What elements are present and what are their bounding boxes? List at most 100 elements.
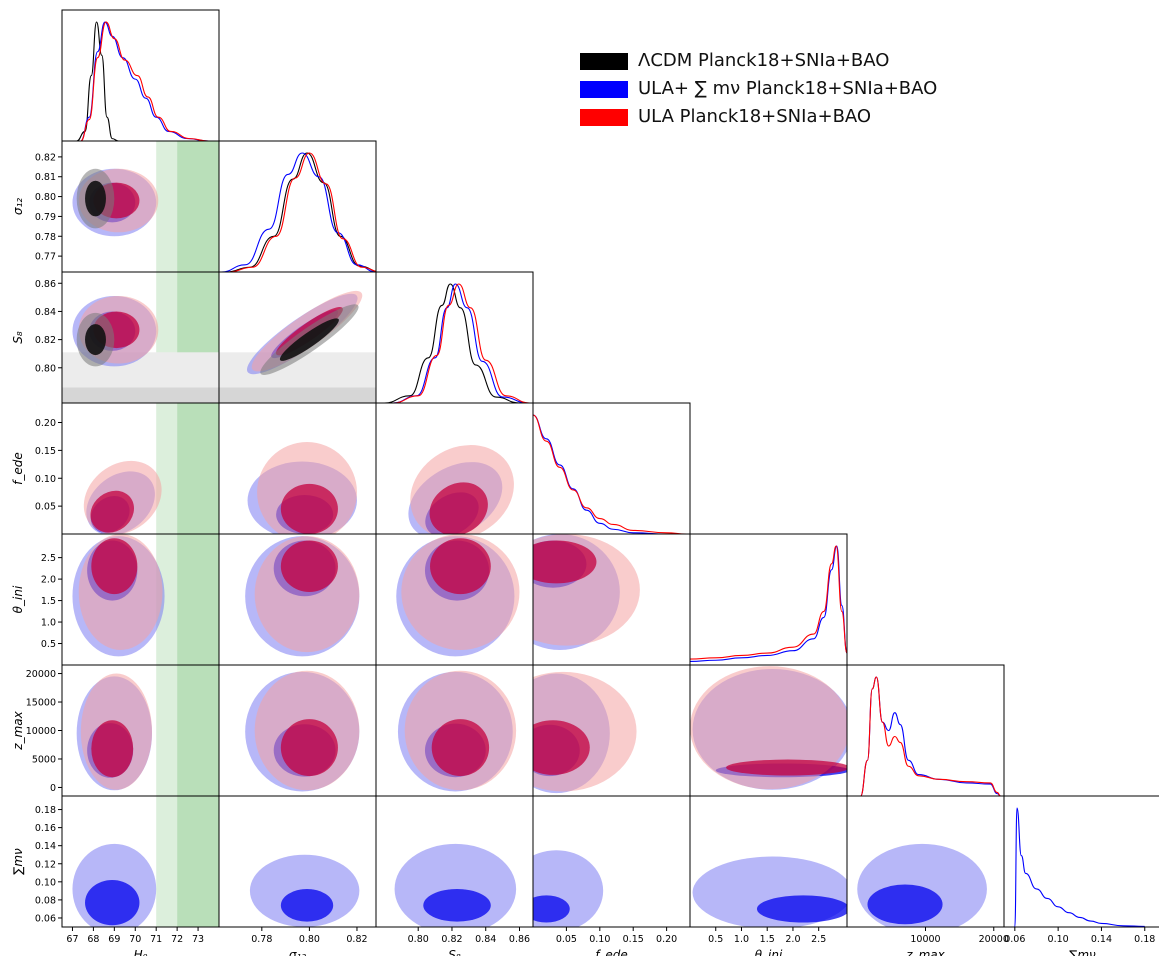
xtick-label-sigma12-1: 0.80 bbox=[299, 934, 320, 945]
xtick-label-zmax-1: 20000 bbox=[979, 934, 1009, 945]
xtick-label-theta_ini-3: 2.0 bbox=[785, 934, 800, 945]
h0-band-0-row-sum_mnu bbox=[156, 796, 178, 927]
contour-ula-inner-sigma12-zmax bbox=[280, 719, 338, 777]
ytick-label-sum_mnu-4: 0.14 bbox=[35, 841, 56, 852]
axis-label-theta_ini: θ_ini bbox=[755, 948, 783, 956]
panel-sum_mnu-sum_mnu bbox=[1004, 796, 1159, 927]
marginal-ula-mnu-sum_mnu bbox=[1014, 807, 1145, 927]
marginal-fede bbox=[533, 414, 687, 534]
ytick-label-S8-0: 0.80 bbox=[35, 363, 56, 374]
contours-H0-zmax bbox=[76, 673, 153, 791]
xtick-label-H0-1: 68 bbox=[87, 934, 99, 945]
ytick-label-theta_ini-1: 1.0 bbox=[41, 618, 56, 629]
legend-swatch-lcdm bbox=[580, 53, 628, 70]
legend-label-lcdm: ΛCDM Planck18+SNIa+BAO bbox=[638, 50, 890, 71]
xtick-label-fede-1: 0.10 bbox=[589, 934, 610, 945]
xtick-label-H0-3: 70 bbox=[129, 934, 141, 945]
xtick-label-fede-0: 0.05 bbox=[556, 934, 577, 945]
contours-theta_ini-sum_mnu bbox=[692, 856, 847, 927]
marginal-ula-sigma12 bbox=[228, 152, 376, 272]
marginal-ula-H0 bbox=[80, 21, 209, 141]
contour-ula-inner-S8-fede bbox=[429, 482, 488, 534]
contours-sigma12-zmax bbox=[245, 670, 360, 792]
contour-ula-mnu-inner-theta_ini-sum_mnu bbox=[756, 895, 847, 923]
contours-sigma12-theta_ini bbox=[245, 536, 360, 657]
ytick-label-sum_mnu-6: 0.18 bbox=[35, 805, 56, 816]
xtick-label-H0-2: 69 bbox=[108, 934, 120, 945]
marginal-sigma12 bbox=[221, 152, 376, 272]
ytick-label-theta_ini-0: 0.5 bbox=[41, 639, 56, 650]
xtick-label-S8-1: 0.82 bbox=[441, 934, 462, 945]
ytick-label-fede-1: 0.10 bbox=[35, 474, 56, 485]
ytick-label-sigma12-5: 0.82 bbox=[35, 152, 56, 163]
contours-sigma12-fede bbox=[247, 442, 357, 534]
marginal-ula-fede bbox=[533, 414, 687, 534]
xtick-label-H0-6: 73 bbox=[192, 934, 204, 945]
axis-label-S8: S₈ bbox=[448, 948, 461, 956]
marginal-sum_mnu bbox=[1014, 807, 1145, 927]
h0-band-0-row-fede bbox=[156, 403, 178, 534]
contours-sigma12-sum_mnu bbox=[249, 854, 360, 927]
marginal-ula-mnu-sigma12 bbox=[221, 152, 376, 272]
xtick-label-sigma12-0: 0.78 bbox=[251, 934, 272, 945]
h0-band-1-row-sum_mnu bbox=[177, 796, 219, 927]
marginal-lcdm-sigma12 bbox=[226, 152, 376, 272]
ytick-label-zmax-1: 5000 bbox=[32, 754, 56, 765]
ytick-label-sum_mnu-1: 0.08 bbox=[35, 895, 56, 906]
h0-band-1-row-sigma12 bbox=[177, 141, 219, 272]
contour-ula-inner-theta_ini-zmax bbox=[726, 759, 847, 776]
contours-S8-fede bbox=[408, 445, 514, 534]
ytick-label-sum_mnu-2: 0.10 bbox=[35, 877, 56, 888]
xtick-label-S8-2: 0.84 bbox=[475, 934, 496, 945]
xtick-label-H0-5: 72 bbox=[171, 934, 183, 945]
xtick-label-sum_mnu-3: 0.18 bbox=[1134, 934, 1155, 945]
ytick-label-sigma12-0: 0.77 bbox=[35, 252, 56, 263]
marginal-ula-S8 bbox=[392, 283, 530, 403]
ytick-label-fede-2: 0.15 bbox=[35, 446, 56, 457]
contour-lcdm-inner-H0-S8 bbox=[85, 324, 106, 356]
ytick-label-sigma12-2: 0.79 bbox=[35, 212, 56, 223]
ytick-label-sigma12-4: 0.81 bbox=[35, 172, 56, 183]
axis-label-fede: f_ede bbox=[595, 948, 628, 956]
legend-swatch-ula bbox=[580, 109, 628, 126]
ytick-label-S8-1: 0.82 bbox=[35, 335, 56, 346]
axis-label-H0: H₀ bbox=[134, 948, 148, 956]
xtick-label-sum_mnu-0: 0.06 bbox=[1004, 934, 1025, 945]
y-axis-label-zmax: z_max bbox=[11, 710, 25, 750]
contour-ula-inner-H0-fede bbox=[90, 490, 135, 533]
xtick-label-sum_mnu-1: 0.10 bbox=[1048, 934, 1069, 945]
contours-theta_ini-zmax bbox=[690, 666, 847, 790]
contour-ula-mnu-inner-fede-sum_mnu bbox=[533, 895, 570, 923]
ytick-label-sum_mnu-5: 0.16 bbox=[35, 823, 56, 834]
axis-label-sum_mnu: ∑mν bbox=[1069, 948, 1096, 956]
contours-S8-theta_ini bbox=[396, 534, 520, 657]
xtick-label-H0-0: 67 bbox=[66, 934, 78, 945]
axis-label-sigma12: σ₁₂ bbox=[289, 948, 306, 956]
xtick-label-sum_mnu-2: 0.14 bbox=[1091, 934, 1112, 945]
marginal-lcdm-S8 bbox=[384, 283, 520, 403]
legend-entry-ula-mnu: ULA+ ∑ mν Planck18+SNIa+BAO bbox=[580, 78, 1000, 102]
contour-ula-mnu-inner-H0-sum_mnu bbox=[85, 880, 140, 926]
contour-lcdm-inner-H0-sigma12 bbox=[85, 180, 106, 217]
contours-S8-zmax bbox=[397, 670, 517, 792]
panel-border-sum_mnu-sum_mnu bbox=[1003, 795, 1159, 928]
panel-H0-H0 bbox=[62, 10, 219, 141]
ytick-label-theta_ini-2: 1.5 bbox=[41, 596, 56, 607]
contours-S8-sum_mnu bbox=[394, 843, 517, 927]
marginal-lcdm-H0 bbox=[76, 21, 119, 141]
ytick-label-fede-0: 0.05 bbox=[35, 502, 56, 513]
y-axis-label-theta_ini: θ_ini bbox=[11, 585, 25, 613]
ytick-label-theta_ini-4: 2.5 bbox=[41, 553, 56, 564]
contour-ula-inner-H0-theta_ini bbox=[91, 538, 138, 595]
legend-label-ula: ULA Planck18+SNIa+BAO bbox=[638, 106, 872, 127]
marginal-theta_ini bbox=[690, 545, 847, 662]
xtick-label-theta_ini-0: 0.5 bbox=[708, 934, 723, 945]
h0-band-1-row-zmax bbox=[177, 665, 219, 796]
contour-ula-inner-S8-theta_ini bbox=[430, 538, 491, 595]
contour-ula-inner-H0-zmax bbox=[91, 720, 134, 778]
contours-fede-theta_ini bbox=[533, 534, 640, 650]
s8-band-0-col-sigma12 bbox=[219, 387, 376, 403]
contour-ula-mnu-inner-sigma12-sum_mnu bbox=[280, 889, 334, 922]
ytick-label-theta_ini-3: 2.0 bbox=[41, 575, 56, 586]
y-axis-label-sigma12: σ₁₂ bbox=[11, 198, 25, 215]
